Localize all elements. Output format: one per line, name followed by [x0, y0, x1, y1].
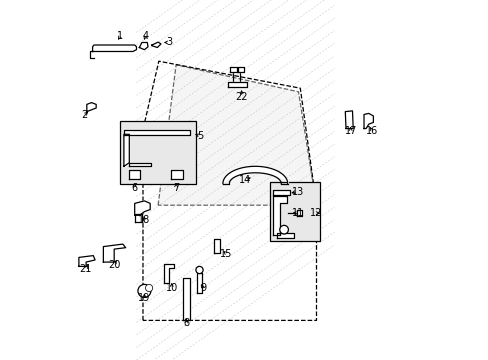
Polygon shape [238, 67, 244, 72]
Polygon shape [158, 65, 316, 205]
Text: 2: 2 [81, 110, 87, 120]
Polygon shape [363, 113, 373, 129]
Polygon shape [134, 201, 150, 215]
Circle shape [138, 284, 151, 297]
Text: 17: 17 [344, 126, 356, 136]
Polygon shape [152, 42, 161, 48]
Text: 13: 13 [291, 186, 303, 197]
Polygon shape [296, 210, 302, 216]
Polygon shape [163, 264, 174, 283]
Polygon shape [228, 82, 247, 87]
Text: 9: 9 [200, 283, 206, 293]
Text: 7: 7 [173, 183, 179, 193]
Polygon shape [92, 45, 136, 51]
Polygon shape [197, 273, 202, 293]
Text: 5: 5 [197, 131, 203, 141]
Text: 16: 16 [366, 126, 378, 136]
Polygon shape [87, 103, 96, 112]
Text: 11: 11 [291, 208, 303, 218]
Polygon shape [139, 42, 148, 50]
Text: 20: 20 [108, 260, 120, 270]
Polygon shape [276, 233, 294, 238]
Text: 19: 19 [138, 293, 150, 303]
Polygon shape [134, 214, 142, 222]
Text: 14: 14 [239, 175, 251, 185]
Polygon shape [273, 190, 289, 195]
Circle shape [196, 266, 203, 274]
Text: 4: 4 [142, 31, 148, 41]
Text: 3: 3 [165, 37, 172, 48]
Bar [269, 182, 320, 241]
Polygon shape [79, 256, 95, 266]
Circle shape [145, 284, 152, 292]
Polygon shape [230, 67, 237, 72]
Text: 22: 22 [235, 92, 247, 102]
Polygon shape [213, 239, 220, 253]
Polygon shape [123, 130, 190, 135]
Text: 12: 12 [309, 208, 321, 218]
Polygon shape [123, 134, 129, 166]
Polygon shape [345, 111, 352, 129]
Text: 18: 18 [138, 215, 150, 225]
Text: 8: 8 [183, 318, 189, 328]
Polygon shape [272, 196, 286, 235]
Bar [120, 121, 196, 184]
Text: 21: 21 [79, 264, 91, 274]
Text: 6: 6 [131, 183, 138, 193]
Polygon shape [182, 278, 189, 320]
Text: 1: 1 [117, 31, 123, 41]
Polygon shape [129, 163, 151, 166]
Polygon shape [128, 170, 140, 179]
Polygon shape [103, 244, 125, 262]
Text: 10: 10 [165, 283, 178, 293]
Text: 15: 15 [220, 249, 232, 259]
Circle shape [279, 225, 288, 234]
Polygon shape [170, 170, 182, 179]
